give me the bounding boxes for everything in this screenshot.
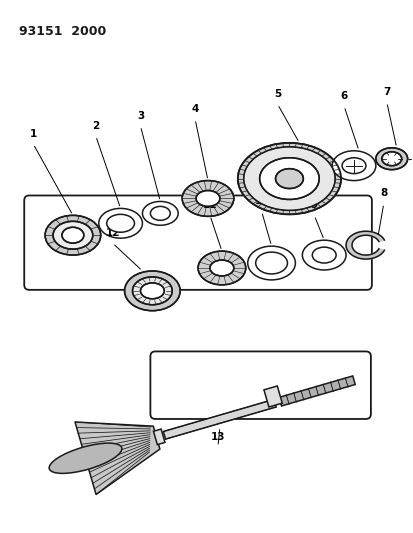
Ellipse shape (259, 158, 318, 199)
Polygon shape (263, 386, 282, 407)
Ellipse shape (53, 221, 93, 249)
Text: 8: 8 (379, 189, 387, 198)
Ellipse shape (247, 246, 295, 280)
Polygon shape (163, 399, 275, 439)
Ellipse shape (381, 152, 401, 166)
Ellipse shape (132, 277, 172, 305)
Text: 1: 1 (29, 129, 37, 139)
Ellipse shape (237, 143, 340, 214)
Ellipse shape (341, 158, 365, 174)
Text: 3: 3 (136, 111, 144, 121)
Text: 93151  2000: 93151 2000 (19, 25, 106, 38)
Ellipse shape (124, 271, 180, 311)
Ellipse shape (311, 247, 335, 263)
Ellipse shape (255, 252, 287, 274)
Ellipse shape (107, 214, 134, 232)
Text: 4: 4 (191, 104, 198, 114)
Text: 7: 7 (382, 87, 389, 97)
Ellipse shape (301, 240, 345, 270)
Ellipse shape (275, 168, 303, 189)
Text: 5: 5 (273, 89, 280, 99)
Ellipse shape (331, 151, 375, 181)
Text: 10: 10 (254, 196, 268, 206)
Ellipse shape (182, 181, 233, 216)
Polygon shape (278, 376, 354, 406)
Ellipse shape (142, 201, 178, 225)
Polygon shape (345, 231, 383, 259)
Ellipse shape (140, 283, 164, 299)
Text: 11: 11 (202, 200, 217, 211)
Ellipse shape (243, 147, 335, 211)
Ellipse shape (45, 215, 100, 255)
Ellipse shape (196, 190, 219, 206)
Ellipse shape (375, 148, 407, 169)
Ellipse shape (197, 251, 245, 285)
Ellipse shape (209, 260, 233, 276)
Text: 9: 9 (310, 200, 317, 211)
Text: 6: 6 (339, 91, 347, 101)
Ellipse shape (62, 227, 83, 243)
Polygon shape (75, 422, 159, 495)
Polygon shape (153, 429, 164, 445)
Text: 2: 2 (92, 121, 99, 131)
Ellipse shape (98, 208, 142, 238)
Text: 13: 13 (210, 432, 225, 442)
Ellipse shape (49, 443, 121, 473)
Ellipse shape (150, 206, 170, 220)
Text: 12: 12 (105, 228, 120, 238)
